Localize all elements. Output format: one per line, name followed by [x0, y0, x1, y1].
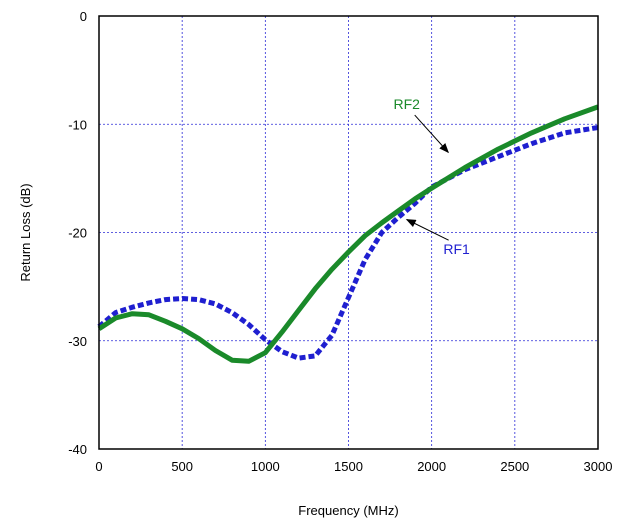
tick-labels: 0 500 1000 1500 2000 2500 3000 0 -10 -20 -30 -40 [68, 9, 612, 474]
plot-frame [98, 15, 599, 450]
x-tick-label: 3000 [584, 459, 613, 474]
x-tick-label: 1500 [334, 459, 363, 474]
y-tick-label: -10 [68, 117, 87, 132]
x-tick-label: 1000 [251, 459, 280, 474]
x-tick-label: 2500 [500, 459, 529, 474]
annotations: RF2 RF1 [393, 96, 470, 257]
series-line-rf2 [97, 104, 599, 364]
y-tick-label: -30 [68, 334, 87, 349]
series-group [97, 104, 599, 364]
annotation-label-rf1: RF1 [443, 241, 470, 257]
x-tick-label: 500 [171, 459, 193, 474]
grid [99, 16, 598, 449]
y-tick-label: -20 [68, 226, 87, 241]
annotation-arrow-rf2 [414, 114, 449, 154]
y-axis-label: Return Loss (dB) [18, 183, 33, 281]
x-tick-label: 0 [95, 459, 102, 474]
y-tick-label: 0 [80, 9, 87, 24]
annotation-label-rf2: RF2 [393, 96, 420, 112]
y-tick-label: -40 [68, 442, 87, 457]
annotation-arrow-rf1 [405, 219, 449, 241]
x-axis-label: Frequency (MHz) [298, 503, 398, 518]
x-tick-label: 2000 [417, 459, 446, 474]
